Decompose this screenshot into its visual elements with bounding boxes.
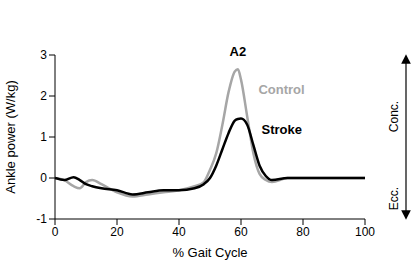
svg-text:3: 3: [40, 48, 47, 62]
svg-text:Ecc.: Ecc.: [387, 187, 401, 210]
svg-text:Conc.: Conc.: [387, 101, 401, 132]
svg-text:0: 0: [52, 225, 59, 239]
svg-text:2: 2: [40, 89, 47, 103]
svg-text:60: 60: [234, 225, 248, 239]
svg-text:20: 20: [110, 225, 124, 239]
svg-text:100: 100: [355, 225, 375, 239]
svg-text:0: 0: [40, 171, 47, 185]
svg-text:Ankle power (W/kg): Ankle power (W/kg): [3, 80, 18, 193]
svg-text:Stroke: Stroke: [262, 122, 302, 137]
svg-text:1: 1: [40, 130, 47, 144]
svg-text:A2: A2: [230, 44, 247, 59]
svg-text:80: 80: [296, 225, 310, 239]
svg-text:-1: -1: [36, 212, 47, 226]
svg-text:40: 40: [172, 225, 186, 239]
svg-text:% Gait Cycle: % Gait Cycle: [172, 245, 247, 260]
svg-text:Control: Control: [258, 82, 304, 97]
